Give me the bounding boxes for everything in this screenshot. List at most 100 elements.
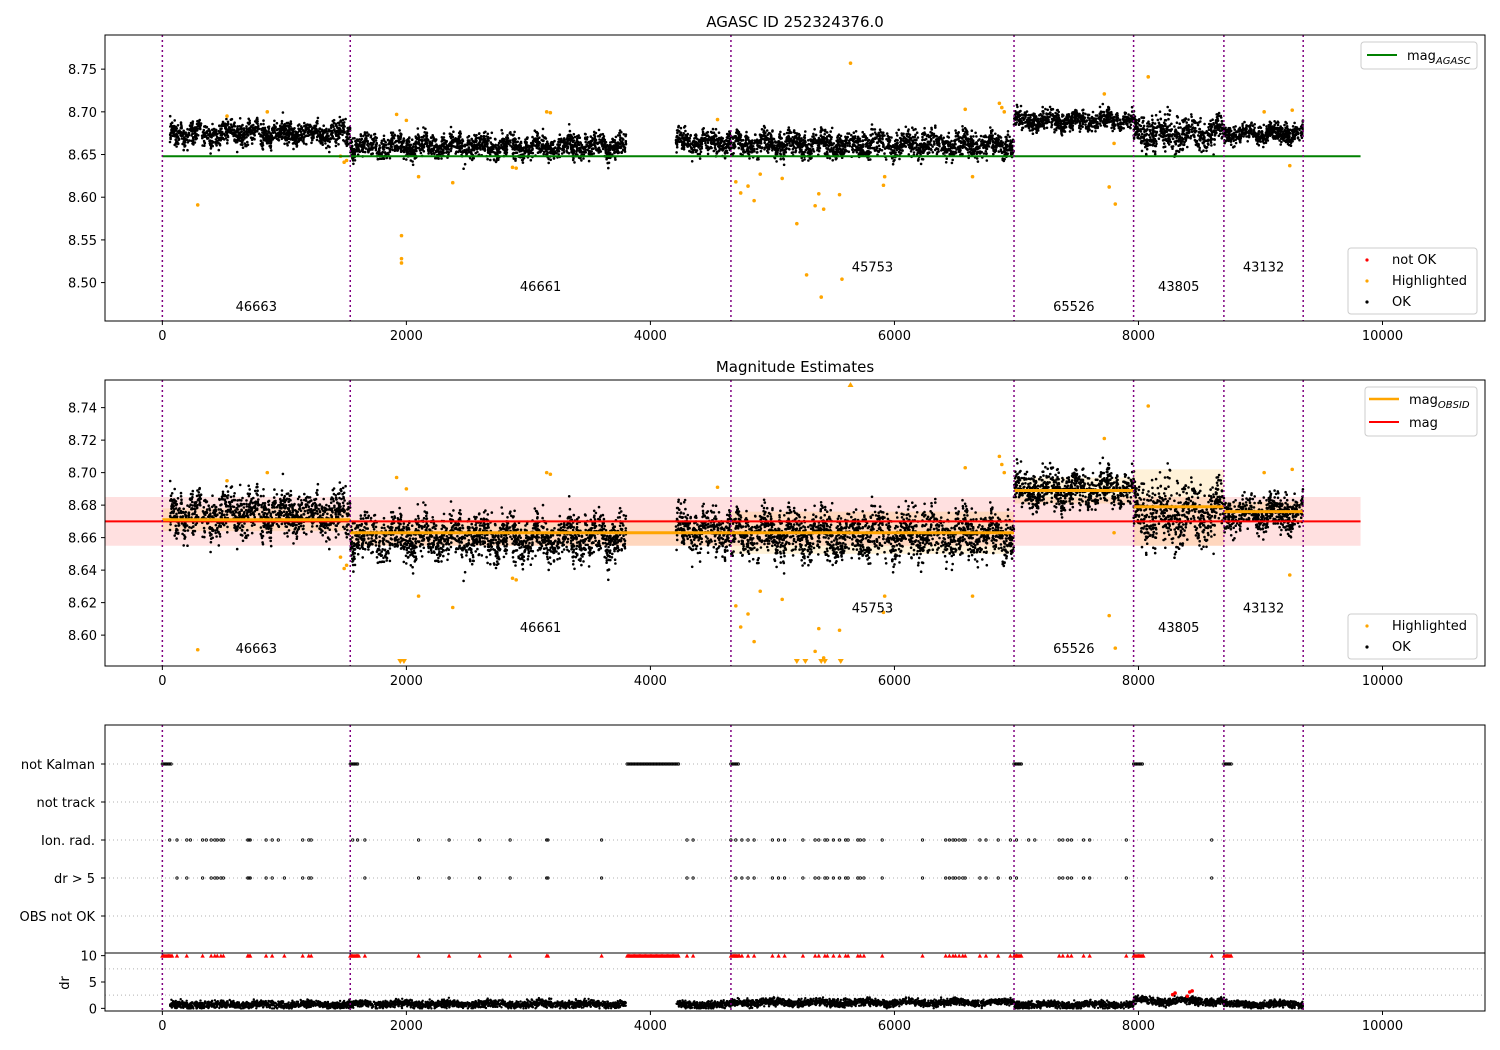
ok-point: [191, 132, 194, 135]
ok-point: [251, 128, 255, 132]
ok-point: [763, 139, 767, 142]
ok-point: [932, 136, 935, 139]
ok-point: [179, 126, 183, 130]
ok-point: [509, 144, 512, 147]
ok-point: [575, 135, 579, 138]
ok-point: [321, 135, 324, 138]
ok-point: [318, 134, 321, 138]
ok-point: [413, 142, 416, 146]
ok-point: [682, 147, 686, 151]
ok-point: [944, 151, 948, 154]
ok-point: [271, 126, 275, 129]
ok-point: [285, 138, 289, 142]
ok-point: [679, 126, 683, 130]
ok-point: [470, 158, 474, 162]
ok-point: [293, 134, 297, 137]
ok-point: [196, 127, 199, 131]
ok-point: [835, 143, 838, 147]
ok-point: [998, 143, 1002, 147]
ok-point: [430, 141, 434, 145]
ok-point: [261, 126, 265, 130]
ok-point: [930, 126, 933, 130]
ok-point: [738, 142, 742, 145]
ok-point: [897, 150, 901, 154]
ok-point: [328, 150, 331, 154]
ok-point: [375, 141, 379, 145]
ok-point: [850, 133, 853, 137]
ok-point: [1044, 107, 1047, 111]
ok-point: [894, 151, 897, 154]
ok-point: [586, 136, 589, 139]
ok-point: [812, 135, 815, 138]
ok-point: [334, 144, 338, 148]
ok-point: [706, 152, 710, 156]
ok-point: [782, 163, 786, 167]
ok-point: [227, 128, 230, 131]
ok-point: [503, 145, 506, 148]
ok-point: [768, 132, 772, 135]
ok-point: [425, 133, 428, 136]
ok-point: [180, 131, 183, 135]
ok-point: [567, 151, 571, 155]
ok-point: [240, 130, 243, 134]
ok-point: [549, 144, 552, 147]
ok-point: [179, 133, 182, 137]
ok-point: [974, 131, 977, 135]
ok-point: [246, 140, 249, 144]
ok-point: [246, 121, 250, 125]
ok-point: [265, 139, 268, 143]
ok-point: [515, 151, 519, 154]
ok-point: [699, 140, 702, 143]
ok-point: [982, 135, 985, 138]
ok-point: [825, 150, 829, 154]
ok-point: [1124, 111, 1128, 115]
ok-point: [280, 137, 284, 141]
ok-point: [601, 144, 605, 147]
ok-point: [208, 133, 211, 137]
ok-point: [454, 152, 458, 155]
ok-point: [252, 132, 255, 135]
ok-point: [457, 146, 461, 149]
ok-point: [204, 135, 208, 138]
ok-point: [546, 142, 550, 145]
ok-point: [1010, 148, 1014, 151]
ok-point: [388, 139, 391, 143]
ok-point: [991, 139, 995, 143]
ok-point: [803, 136, 807, 140]
ok-point: [801, 159, 804, 162]
ok-point: [407, 140, 411, 143]
ok-point: [760, 137, 763, 141]
ok-point: [360, 141, 364, 144]
ok-point: [203, 132, 206, 136]
ok-point: [284, 135, 287, 139]
ok-point: [899, 145, 902, 149]
ok-point: [882, 145, 885, 148]
ok-point: [378, 146, 382, 150]
ok-point: [441, 143, 445, 147]
ok-point: [374, 147, 378, 150]
ok-point: [208, 139, 212, 142]
ok-point: [190, 139, 193, 143]
ok-point: [798, 151, 801, 154]
ok-point: [719, 141, 723, 145]
ok-point: [217, 129, 220, 133]
ok-point: [214, 128, 217, 132]
ok-point: [904, 125, 908, 129]
ok-point: [190, 129, 193, 133]
ok-point: [445, 151, 448, 154]
ok-point: [171, 125, 174, 128]
ok-point: [560, 152, 564, 155]
ok-point: [715, 152, 719, 155]
ok-point: [328, 140, 332, 144]
ok-point: [467, 141, 470, 144]
ok-point: [459, 135, 462, 139]
ok-point: [737, 130, 741, 134]
ok-point: [311, 127, 314, 131]
ok-point: [895, 131, 898, 135]
ok-point: [486, 135, 490, 139]
ok-point: [905, 141, 908, 145]
ok-point: [765, 136, 769, 140]
ok-point: [890, 136, 893, 139]
ok-point: [351, 144, 354, 148]
